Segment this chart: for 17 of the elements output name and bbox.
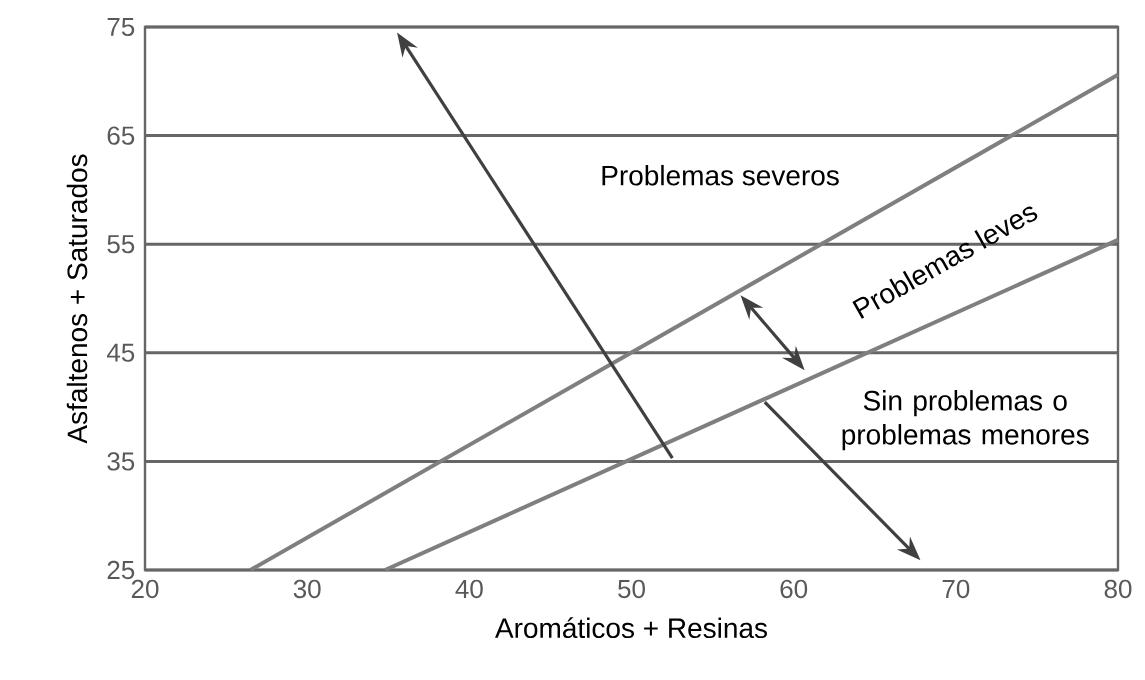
x-tick-label: 40	[455, 579, 483, 599]
x-tick-label: 20	[131, 579, 159, 599]
y-tick-label: 65	[107, 126, 135, 145]
y-tick-label: 45	[106, 343, 135, 362]
x-tick-label: 50	[618, 579, 645, 599]
x-tick-label: 60	[780, 579, 808, 599]
y-tick-label: 35	[107, 452, 135, 471]
annotation: Problemas severos	[602, 164, 839, 186]
annotation: Sin problemas o problemas menores	[842, 390, 1089, 451]
x-tick-label: 80	[1104, 579, 1132, 599]
x-axis-title: Aromáticos + Resinas	[495, 617, 767, 639]
y-tick-label: 75	[107, 17, 135, 37]
y-axis-title: Asfaltenos + Saturados	[66, 154, 88, 444]
y-tick-label: 25	[107, 560, 135, 580]
x-tick-label: 70	[942, 579, 970, 599]
y-tick-label: 55	[107, 235, 135, 254]
x-tick-label: 30	[293, 579, 321, 599]
